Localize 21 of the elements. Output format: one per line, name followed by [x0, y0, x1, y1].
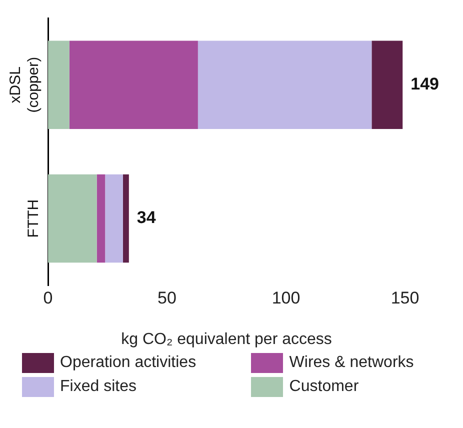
bar [69, 40, 198, 129]
bar [122, 174, 129, 263]
y-tick-label: FTTH [25, 199, 42, 238]
bar [105, 174, 123, 263]
x-tick-label: 0 [43, 288, 53, 308]
total-label: 149 [410, 74, 439, 94]
x-tick-label: 150 [390, 288, 420, 308]
legend-label: Wires & networks [289, 354, 414, 372]
legend-label: Fixed sites [60, 378, 136, 396]
bar [96, 174, 106, 263]
bar [48, 174, 97, 263]
legend-label: Customer [289, 378, 359, 396]
x-tick-label: 50 [158, 288, 176, 308]
bar [198, 40, 372, 129]
total-label: 34 [136, 208, 156, 228]
bar [372, 40, 403, 129]
y-tick-label: xDSL (copper) [7, 56, 42, 113]
x-axis-title: kg CO₂ equivalent per access [121, 330, 332, 348]
bar [48, 40, 70, 129]
x-tick-label: 100 [272, 288, 300, 308]
legend-label: Operation activities [60, 354, 196, 372]
